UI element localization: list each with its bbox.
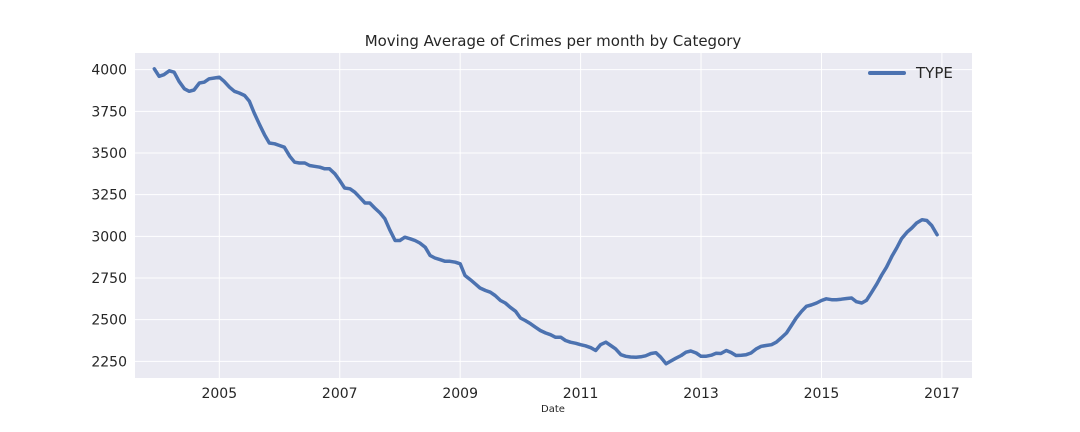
chart-title: Moving Average of Crimes per month by Ca… (365, 32, 742, 50)
x-tick-label: 2009 (442, 386, 478, 402)
x-tick-label: 2011 (563, 386, 599, 402)
y-tick-label: 2750 (91, 271, 127, 287)
y-tick-label: 3500 (91, 146, 127, 162)
series-line-type (152, 67, 939, 366)
x-tick-label: 2015 (804, 386, 840, 402)
series-layer (152, 67, 939, 366)
x-tick-label: 2013 (683, 386, 719, 402)
y-tick-label: 3000 (91, 229, 127, 245)
x-tick-label: 2007 (322, 386, 358, 402)
y-tick-label: 2500 (91, 313, 127, 329)
y-tick-label: 3750 (91, 104, 127, 120)
plot-area (135, 53, 972, 378)
grid-lines (135, 53, 972, 378)
y-tick-label: 2250 (91, 354, 127, 370)
x-axis-label: Date (541, 404, 565, 415)
legend: TYPE (868, 64, 953, 82)
y-tick-label: 4000 (91, 63, 127, 79)
legend-label-type: TYPE (915, 64, 953, 82)
x-axis-ticks: 2005 2007 2009 2011 2013 2015 2017 (201, 386, 959, 402)
y-axis-ticks: 2250 2500 2750 3000 3250 3500 3750 4000 (91, 63, 127, 371)
y-tick-label: 3250 (91, 188, 127, 204)
x-tick-label: 2017 (924, 386, 960, 402)
x-tick-label: 2005 (201, 386, 237, 402)
